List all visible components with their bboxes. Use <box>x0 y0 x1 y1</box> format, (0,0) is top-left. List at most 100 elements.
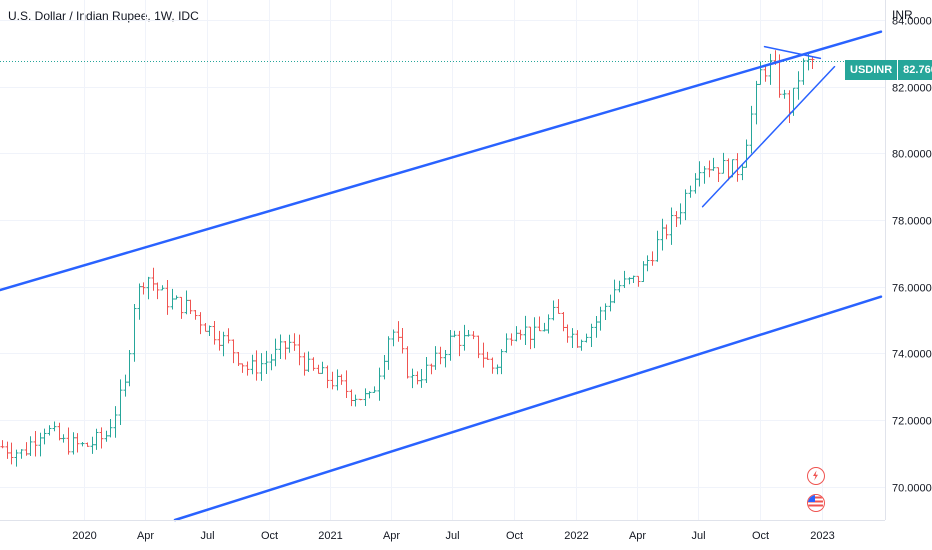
ohlc-bar <box>584 333 589 343</box>
ohlc-bar <box>132 303 137 362</box>
x-tick-label: Oct <box>506 530 523 542</box>
ohlc-bar <box>801 58 806 85</box>
y-tick-label: 72.0000 <box>892 416 932 428</box>
price-axis[interactable]: 70.0000 72.0000 74.0000 76.0000 78.0000 80.00… <box>892 16 932 495</box>
x-tick-label: Jul <box>691 530 705 542</box>
ohlc-bar <box>19 449 24 459</box>
ohlc-bar <box>678 203 683 225</box>
ohlc-bar <box>240 363 245 373</box>
ohlc-bar <box>0 440 5 449</box>
ohlc-bar <box>330 371 335 390</box>
ohlc-bar <box>570 328 575 348</box>
ohlc-bar <box>367 391 372 399</box>
ohlc-bar <box>377 367 382 401</box>
ohlc-bar <box>170 288 175 310</box>
ohlc-bar <box>429 363 434 375</box>
ohlc-bar <box>617 280 622 293</box>
ohlc-bar <box>278 334 283 360</box>
trendline-triangle-lower <box>701 65 836 208</box>
ohlc-bar <box>782 89 787 99</box>
ohlc-bar <box>226 328 231 344</box>
ohlc-bar <box>664 224 669 240</box>
ohlc-bar <box>636 275 641 287</box>
ohlc-bar <box>75 433 80 453</box>
ohlc-bar <box>754 80 759 125</box>
ohlc-bar <box>514 326 519 342</box>
y-tick-label: 78.0000 <box>892 216 932 228</box>
x-tick-label: Apr <box>383 530 400 542</box>
ohlc-bar <box>335 369 340 391</box>
ohlc-bar <box>155 282 160 300</box>
ohlc-bar <box>217 330 222 351</box>
time-axis[interactable]: 2020 Apr Jul Oct 2021 Apr Jul Oct 2022 Apr Jul Oct 2… <box>72 530 834 542</box>
ohlc-bar <box>254 350 259 381</box>
ohlc-bar <box>542 322 547 332</box>
ohlc-bar <box>579 339 584 351</box>
ohlc-bar <box>264 350 269 375</box>
ohlc-bar <box>495 364 500 375</box>
ohlc-bar <box>735 153 740 182</box>
x-tick-label: Oct <box>261 530 278 542</box>
ohlc-bar <box>631 275 636 284</box>
ohlc-bar <box>410 368 415 389</box>
ohlc-bar <box>42 428 47 445</box>
ohlc-bar <box>94 428 99 450</box>
x-tick-label: Jul <box>445 530 459 542</box>
lightning-event-icon[interactable] <box>807 467 825 485</box>
candle-layer <box>0 50 815 467</box>
ohlc-bar <box>297 334 302 366</box>
ohlc-bar <box>146 276 151 300</box>
ohlc-bar <box>85 442 90 447</box>
ohlc-bar <box>603 303 608 321</box>
x-tick-label: 2021 <box>318 530 342 542</box>
ohlc-bar <box>740 164 745 181</box>
ohlc-bar <box>749 105 754 154</box>
ohlc-bar <box>669 207 674 245</box>
ohlc-bar <box>24 442 29 456</box>
last-price-tag: USDINR 82.7600 <box>845 60 932 80</box>
ohlc-bar <box>113 406 118 438</box>
ohlc-bar <box>203 323 208 332</box>
ohlc-bar <box>382 355 387 380</box>
ohlc-bar <box>400 327 405 354</box>
ohlc-bar <box>546 314 551 334</box>
x-tick-label: 2020 <box>72 530 96 542</box>
ohlc-bar <box>518 329 523 340</box>
ohlc-bar <box>363 388 368 406</box>
ohlc-bar <box>221 331 226 357</box>
x-tick-label: Jul <box>200 530 214 542</box>
ohlc-bar <box>693 173 698 194</box>
ohlc-bar <box>462 324 467 351</box>
ohlc-bar <box>123 374 128 397</box>
us-flag-event-icon[interactable] <box>807 494 825 512</box>
ohlc-bar <box>532 317 537 349</box>
ohlc-bar <box>174 295 179 300</box>
ohlc-bar <box>476 335 481 359</box>
y-tick-label: 74.0000 <box>892 349 932 361</box>
ohlc-bar <box>589 323 594 347</box>
ohlc-bar <box>594 315 599 338</box>
ohlc-bar <box>5 441 10 459</box>
ohlc-bar <box>292 333 297 351</box>
ohlc-bar <box>481 342 486 368</box>
trendline-triangle-upper <box>763 45 822 60</box>
ohlc-bar <box>744 139 749 168</box>
ohlc-bar <box>438 346 443 365</box>
ohlc-bar <box>787 90 792 123</box>
ohlc-bar <box>551 300 556 321</box>
ohlc-bar <box>90 436 95 454</box>
ohlc-bar <box>627 277 632 285</box>
ohlc-bar <box>259 353 264 381</box>
ohlc-bar <box>165 280 170 315</box>
ohlc-bar <box>499 349 504 375</box>
ohlc-bar <box>198 312 203 335</box>
ohlc-bar <box>287 334 292 353</box>
ohlc-bar <box>490 357 495 374</box>
ohlc-bar <box>716 167 721 182</box>
ohlc-bar <box>622 270 627 289</box>
price-tag-symbol: USDINR <box>845 60 898 80</box>
ohlc-bar <box>71 432 76 455</box>
price-axis-unit: INR <box>892 8 913 22</box>
ohlc-bar <box>127 349 132 387</box>
